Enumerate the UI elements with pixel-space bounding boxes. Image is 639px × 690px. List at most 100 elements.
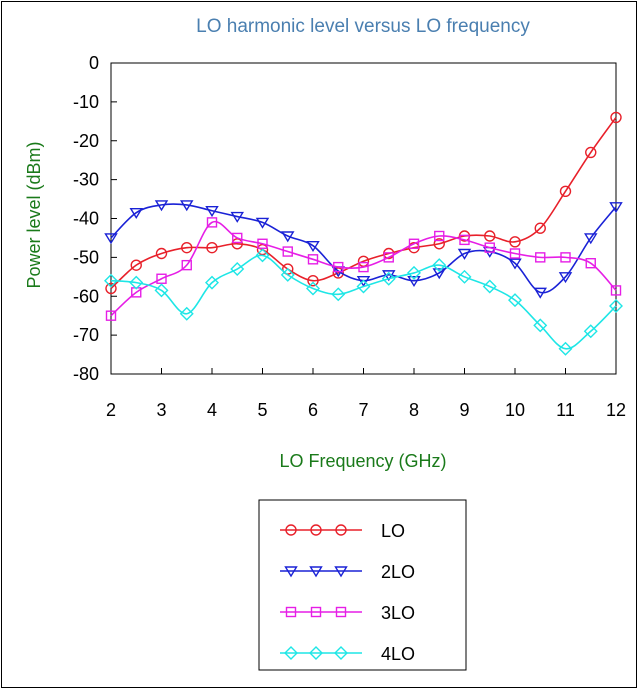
series-lo [105, 111, 622, 295]
point-circle [433, 238, 445, 250]
series-line [110, 220, 617, 317]
legend-label: LO [381, 521, 405, 541]
point-square [585, 258, 596, 269]
point-diamond [255, 248, 270, 263]
point-square [434, 230, 445, 242]
legend-label: 3LO [381, 603, 415, 623]
x-tick-label: 9 [459, 400, 469, 420]
point-triangle [281, 231, 295, 243]
point-square [307, 254, 319, 265]
legend-entry: LO [280, 521, 405, 541]
point-diamond [457, 269, 472, 284]
point-square [282, 246, 293, 257]
point-diamond [129, 275, 144, 290]
x-tick-label: 2 [106, 400, 116, 420]
point-diamond [533, 318, 548, 333]
point-diamond [381, 271, 396, 286]
legend-box [258, 499, 467, 671]
point-square [509, 248, 521, 259]
x-tick-label: 8 [409, 400, 419, 420]
y-axis-label: Power level (dBm) [24, 141, 44, 288]
y-tick-label: 0 [89, 53, 99, 73]
y-tick-label: -40 [73, 209, 99, 229]
point-circle [332, 267, 344, 279]
point-square [358, 261, 369, 273]
x-tick-label: 3 [156, 400, 166, 420]
series-3lo [105, 217, 622, 321]
point-square [535, 252, 546, 263]
point-triangle [129, 207, 143, 220]
x-tick-label: 12 [606, 400, 626, 420]
point-circle [310, 524, 322, 536]
y-tick-label: -10 [73, 92, 99, 112]
point-square [206, 217, 218, 228]
x-tick-label: 4 [207, 400, 217, 420]
legend-entry: 3LO [280, 603, 415, 623]
x-tick-label: 6 [308, 400, 318, 420]
x-tick-label: 10 [505, 400, 525, 420]
point-circle [206, 241, 218, 254]
legend-entry: 2LO [280, 562, 415, 582]
point-diamond [334, 646, 348, 660]
point-square [610, 285, 622, 296]
plot-area [110, 62, 617, 375]
y-tick-label: -80 [73, 364, 99, 384]
point-diamond [306, 281, 320, 296]
x-axis-label: LO Frequency (GHz) [279, 451, 446, 471]
point-diamond [432, 258, 447, 273]
point-circle [585, 146, 597, 159]
point-square [105, 310, 117, 321]
point-triangle [104, 233, 118, 245]
point-circle [181, 241, 193, 254]
series-2lo [104, 200, 623, 299]
point-square [232, 232, 243, 244]
point-square [408, 238, 420, 249]
point-triangle [306, 241, 320, 253]
point-diamond [104, 273, 118, 288]
point-diamond [179, 306, 194, 321]
series-line [110, 116, 617, 290]
point-circle [285, 524, 297, 536]
point-diamond [280, 267, 295, 282]
point-diamond [230, 262, 245, 277]
point-circle [357, 255, 370, 267]
y-tick-label: -50 [73, 247, 99, 267]
point-circle [534, 222, 546, 234]
point-circle [335, 524, 347, 536]
point-square [257, 238, 268, 249]
point-diamond [482, 279, 497, 294]
point-triangle [230, 211, 244, 223]
legend: LO 2LO 3LO 4LO [280, 521, 415, 664]
point-triangle [205, 206, 219, 218]
point-circle [509, 236, 521, 248]
point-square [484, 242, 495, 253]
point-triangle [407, 276, 421, 288]
point-diamond [154, 283, 169, 298]
legend-label: 4LO [381, 644, 415, 664]
point-diamond [331, 287, 346, 302]
point-triangle [533, 287, 547, 299]
y-tick-label: -20 [73, 131, 99, 151]
point-square [383, 252, 394, 263]
point-triangle [584, 233, 598, 245]
point-triangle [309, 566, 323, 578]
point-circle [559, 185, 572, 197]
point-triangle [508, 258, 522, 270]
y-tick-label: -60 [73, 286, 99, 306]
point-triangle [154, 200, 169, 212]
x-tick-label: 11 [556, 400, 575, 420]
point-diamond [205, 275, 219, 290]
legend-label: 2LO [381, 562, 415, 582]
point-triangle [432, 268, 446, 280]
point-square [181, 259, 192, 271]
point-circle [610, 111, 622, 124]
point-triangle [255, 217, 270, 229]
point-circle [155, 247, 168, 260]
point-triangle [284, 566, 298, 578]
point-triangle [457, 248, 472, 260]
x-tick-label: 7 [358, 400, 368, 420]
point-square [310, 606, 322, 618]
point-square [459, 234, 470, 246]
point-diamond [609, 298, 623, 313]
